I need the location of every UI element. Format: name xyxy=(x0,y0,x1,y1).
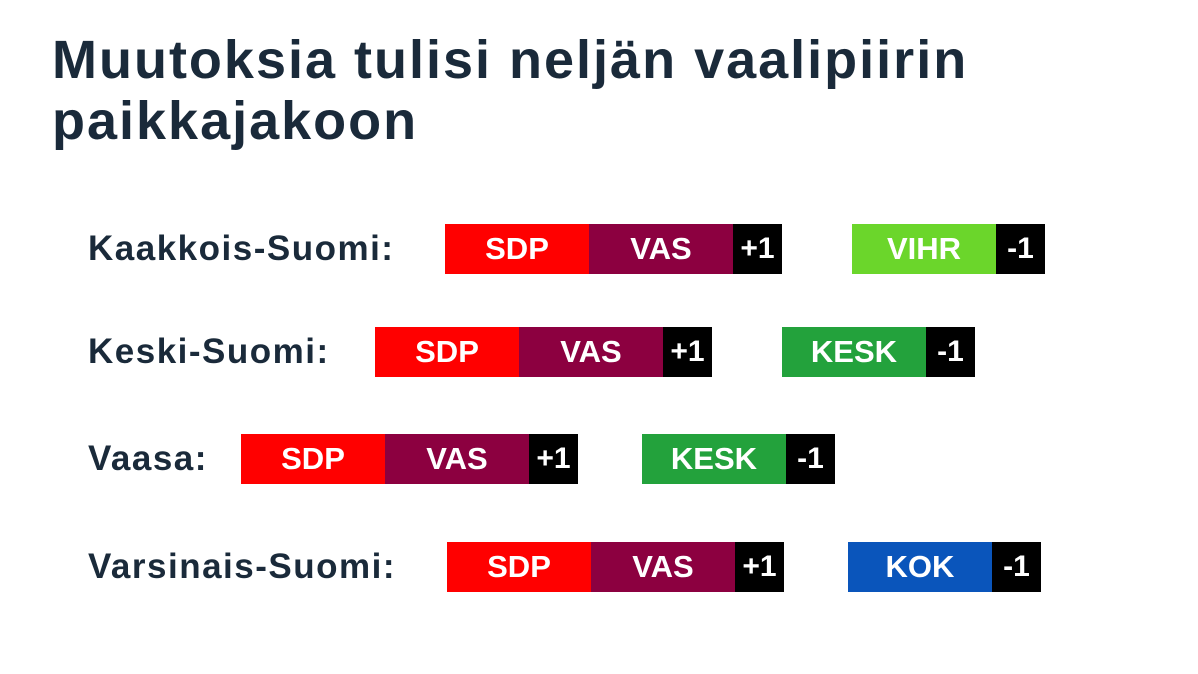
district-label: Keski-Suomi: xyxy=(88,332,330,371)
party-chip-vas: VAS xyxy=(589,224,733,274)
page-title: Muutoksia tulisi neljän vaalipiirin paik… xyxy=(52,30,969,151)
district-label: Kaakkois-Suomi: xyxy=(88,229,395,268)
party-chip-vihr: VIHR xyxy=(852,224,996,274)
seat-change-badge: -1 xyxy=(992,542,1041,592)
district-label: Varsinais-Suomi: xyxy=(88,547,396,586)
gain-group: SDP VAS +1 xyxy=(445,224,782,274)
party-chip-sdp: SDP xyxy=(445,224,589,274)
district-label: Vaasa: xyxy=(88,439,208,478)
party-chip-sdp: SDP xyxy=(241,434,385,484)
seat-change-badge: -1 xyxy=(926,327,975,377)
district-row-kaakkois-suomi: Kaakkois-Suomi: SDP VAS +1 VIHR -1 xyxy=(0,224,1198,274)
seat-change-badge: +1 xyxy=(663,327,712,377)
gain-group: SDP VAS +1 xyxy=(375,327,712,377)
seat-change-badge: +1 xyxy=(529,434,578,484)
party-chip-vas: VAS xyxy=(385,434,529,484)
party-chip-kesk: KESK xyxy=(642,434,786,484)
seat-change-badge: +1 xyxy=(733,224,782,274)
party-chip-sdp: SDP xyxy=(447,542,591,592)
loss-group: KESK -1 xyxy=(782,327,975,377)
district-row-vaasa: Vaasa: SDP VAS +1 KESK -1 xyxy=(0,434,1198,484)
district-row-keski-suomi: Keski-Suomi: SDP VAS +1 KESK -1 xyxy=(0,327,1198,377)
loss-group: KESK -1 xyxy=(642,434,835,484)
district-row-varsinais-suomi: Varsinais-Suomi: SDP VAS +1 KOK -1 xyxy=(0,542,1198,592)
loss-group: KOK -1 xyxy=(848,542,1041,592)
seat-change-badge: +1 xyxy=(735,542,784,592)
seat-change-badge: -1 xyxy=(996,224,1045,274)
loss-group: VIHR -1 xyxy=(852,224,1045,274)
party-chip-kesk: KESK xyxy=(782,327,926,377)
party-chip-kok: KOK xyxy=(848,542,992,592)
party-chip-vas: VAS xyxy=(591,542,735,592)
party-chip-sdp: SDP xyxy=(375,327,519,377)
party-chip-vas: VAS xyxy=(519,327,663,377)
gain-group: SDP VAS +1 xyxy=(241,434,578,484)
gain-group: SDP VAS +1 xyxy=(447,542,784,592)
seat-change-badge: -1 xyxy=(786,434,835,484)
